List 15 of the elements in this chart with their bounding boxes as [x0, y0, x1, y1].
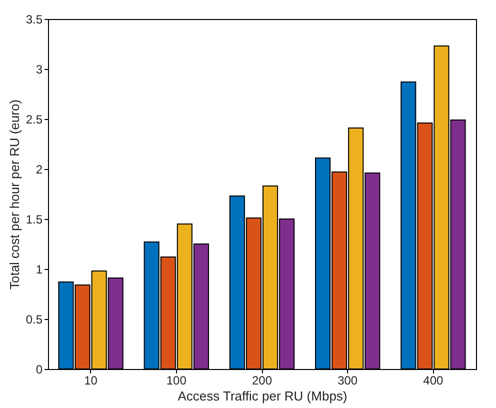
- x-tick-label: 300: [338, 374, 358, 388]
- x-tick-label: 200: [252, 374, 272, 388]
- y-tick-label: 0.5: [26, 312, 43, 326]
- y-tick-label: 1: [36, 262, 43, 276]
- y-tick-label: 3.5: [26, 12, 43, 26]
- x-tick-label: 10: [84, 374, 98, 388]
- y-tick-label: 2: [36, 162, 43, 176]
- x-tick-label: 100: [166, 374, 187, 388]
- x-tick-label: 400: [423, 374, 444, 388]
- y-tick-label: 0: [36, 362, 43, 376]
- y-tick-label: 2.5: [26, 112, 43, 126]
- y-tick-label: 3: [36, 62, 43, 76]
- y-tick-label: 1.5: [26, 212, 43, 226]
- x-axis-title: Access Traffic per RU (Mbps): [178, 388, 348, 404]
- y-axis-title: Total cost per hour per RU (euro): [6, 99, 22, 290]
